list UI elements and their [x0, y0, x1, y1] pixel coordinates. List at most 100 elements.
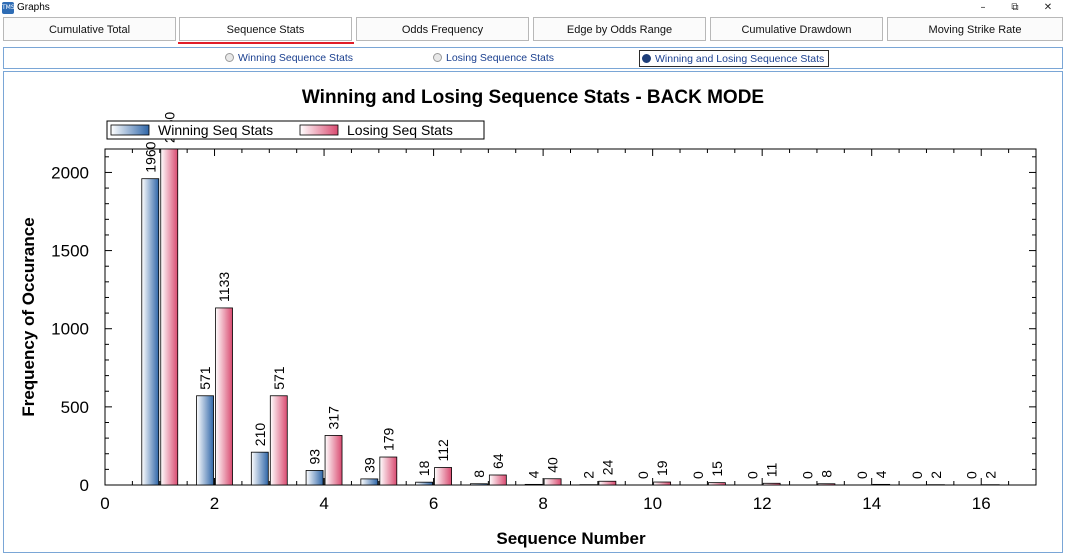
radio-button-icon [433, 53, 442, 62]
data-label-winning: 8 [471, 470, 487, 478]
data-label-losing: 4 [873, 470, 889, 478]
x-tick-label: 8 [538, 494, 547, 513]
tab-bar: Cumulative Total Sequence Stats Odds Fre… [0, 16, 1066, 44]
bar-losing [324, 435, 343, 486]
tab-sequence-stats[interactable]: Sequence Stats [179, 17, 352, 41]
bar-winning [141, 178, 160, 486]
legend-swatch-losing [299, 124, 339, 136]
data-label-winning: 93 [307, 449, 323, 465]
data-label-losing: 11 [764, 463, 780, 478]
data-label-losing: 64 [490, 453, 506, 469]
bar-winning [415, 481, 433, 486]
data-label-losing: 8 [818, 470, 834, 478]
bar-winning [250, 451, 269, 486]
bar-winning [305, 470, 324, 486]
data-label-winning: 1960 [142, 141, 158, 172]
chart-panel [3, 71, 1063, 553]
tab-odds-frequency[interactable]: Odds Frequency [356, 17, 529, 41]
view-mode-selector: Winning Sequence Stats Losing Sequence S… [3, 47, 1063, 69]
bar-losing [598, 480, 617, 486]
data-label-losing: 317 [326, 406, 342, 430]
x-tick-label: 0 [100, 494, 109, 513]
y-tick-label: 2000 [51, 163, 89, 182]
data-label-winning: 4 [526, 470, 542, 478]
bar-winning [524, 483, 543, 486]
data-label-losing: 2 [928, 471, 944, 479]
x-tick-label: 16 [972, 494, 991, 513]
tab-moving-strike-rate[interactable]: Moving Strike Rate [887, 17, 1063, 41]
y-axis-label: Frequency of Occurance [19, 217, 38, 416]
data-label-winning: 39 [361, 457, 377, 473]
data-label-winning: 0 [745, 471, 761, 479]
bar-winning [360, 478, 379, 486]
data-label-losing: 112 [435, 439, 451, 462]
x-tick-label: 12 [753, 494, 772, 513]
bar-losing [215, 307, 233, 486]
data-label-winning: 0 [854, 471, 870, 479]
active-tab-indicator [178, 42, 354, 44]
restore-button[interactable]: ⧉ [1011, 2, 1019, 13]
chart-title: Winning and Losing Sequence Stats - BACK… [302, 87, 764, 108]
radio-label: Losing Sequence Stats [446, 52, 554, 64]
x-tick-label: 2 [210, 494, 219, 513]
tab-cumulative-total[interactable]: Cumulative Total [3, 17, 176, 41]
window-title: Graphs [17, 2, 50, 13]
data-label-winning: 0 [635, 471, 651, 479]
data-label-winning: 2 [580, 471, 596, 479]
data-label-winning: 210 [252, 423, 268, 447]
data-label-winning: 0 [909, 471, 925, 479]
data-label-winning: 0 [799, 471, 815, 479]
data-label-losing: 40 [545, 457, 561, 473]
legend-swatch-winning [110, 124, 150, 136]
bar-losing [708, 482, 726, 486]
x-tick-label: 10 [643, 494, 662, 513]
x-axis-label: Sequence Number [496, 529, 646, 548]
tab-edge-by-odds-range[interactable]: Edge by Odds Range [533, 17, 706, 41]
bar-winning [469, 483, 488, 486]
data-label-losing: 24 [599, 459, 615, 475]
radio-winning-sequence-stats[interactable]: Winning Sequence Stats [223, 50, 353, 67]
bar-losing [543, 478, 562, 486]
plot-area-border [104, 148, 1037, 486]
data-label-losing: 571 [271, 366, 287, 390]
x-tick-label: 4 [319, 494, 328, 513]
data-label-winning: 0 [690, 471, 706, 479]
data-label-losing: 179 [380, 427, 396, 451]
data-label-winning: 0 [964, 471, 980, 479]
data-label-losing: 1133 [216, 272, 232, 302]
data-label-winning: 18 [416, 460, 432, 476]
radio-label: Winning and Losing Sequence Stats [655, 53, 825, 65]
bar-losing [872, 483, 891, 486]
bar-losing [653, 481, 672, 486]
bar-losing [269, 395, 288, 486]
x-tick-label: 6 [429, 494, 438, 513]
y-tick-label: 0 [80, 476, 89, 495]
data-label-losing: 19 [654, 460, 670, 476]
bar-losing [379, 456, 398, 486]
app-icon: TMS [2, 2, 15, 14]
tab-cumulative-drawdown[interactable]: Cumulative Drawdown [710, 17, 883, 41]
legend-box [106, 120, 485, 140]
radio-label: Winning Sequence Stats [238, 52, 353, 64]
close-button[interactable]: ✕ [1043, 2, 1053, 13]
legend-label-losing: Losing Seq Stats [347, 122, 453, 138]
radio-button-icon [225, 53, 234, 62]
radio-winning-and-losing-sequence-stats[interactable]: Winning and Losing Sequence Stats [639, 50, 830, 67]
radio-losing-sequence-stats[interactable]: Losing Sequence Stats [431, 50, 554, 67]
chart-legend: Winning Seq Stats Losing Seq Stats [106, 120, 485, 140]
data-label-losing: 15 [709, 461, 725, 477]
y-tick-label: 500 [61, 398, 89, 417]
x-tick-label: 14 [862, 494, 881, 513]
bar-losing [762, 482, 781, 486]
bar-winning [196, 395, 214, 486]
minimize-button[interactable]: – [980, 2, 986, 13]
bar-losing [160, 148, 179, 486]
radio-button-selected-icon [642, 54, 651, 63]
y-tick-label: 1000 [51, 320, 89, 339]
bar-losing [817, 483, 836, 486]
title-bar: TMS Graphs – ⧉ ✕ [0, 0, 1066, 16]
chart-bars: 1960215057111332105719331739179181128644… [141, 112, 1000, 486]
legend-label-winning: Winning Seq Stats [158, 122, 273, 138]
